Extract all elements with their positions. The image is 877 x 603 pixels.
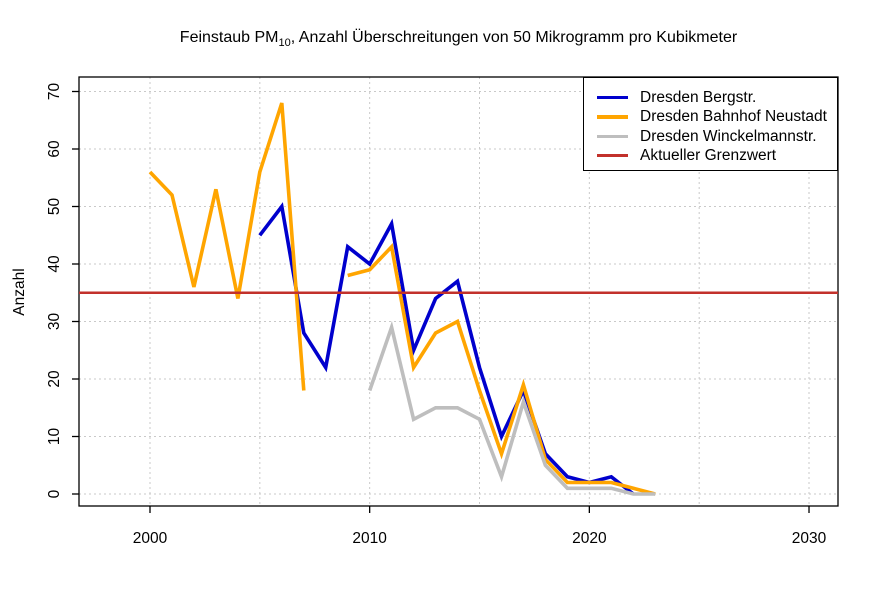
legend-label: Dresden Winckelmannstr. — [640, 127, 817, 145]
legend-label: Aktueller Grenzwert — [640, 146, 777, 164]
x-tick-label: 2030 — [792, 530, 827, 547]
series-line-dresden-bahnhof-neustadt — [347, 242, 656, 496]
legend-swatch-dresden-winckelmannstr — [597, 134, 628, 139]
series-line-dresden-bergstr — [258, 202, 635, 496]
y-tick-label: 60 — [46, 140, 63, 158]
title-suffix: , Anzahl Überschreitungen von 50 Mikrogr… — [290, 29, 738, 46]
legend-swatch-aktueller-grenzwert — [597, 154, 628, 157]
y-tick-label: 0 — [46, 489, 63, 498]
y-tick-label: 30 — [46, 313, 63, 331]
legend-item-dresden-winckelmannstr: Dresden Winckelmannstr. — [597, 126, 817, 146]
chart-title: Feinstaub PM10, Anzahl Überschreitungen … — [79, 29, 838, 49]
y-tick-label: 70 — [46, 83, 63, 101]
x-tick-label: 2000 — [133, 530, 168, 547]
legend-swatch-dresden-bergstr — [597, 95, 628, 100]
x-tick-label: 2010 — [352, 530, 387, 547]
legend-label: Dresden Bergstr. — [640, 88, 757, 106]
legend: Dresden Bergstr. Dresden Bahnhof Neustadt… — [583, 77, 838, 171]
title-subscript: 10 — [278, 37, 291, 49]
y-axis-label: Anzahl — [11, 268, 28, 315]
legend-label: Dresden Bahnhof Neustadt — [640, 108, 827, 126]
y-tick-label: 50 — [46, 198, 63, 216]
series-line-dresden-winckelmannstr — [367, 320, 656, 496]
series-line-dresden-bahnhof-neustadt — [148, 102, 306, 391]
legend-item-dresden-bergstr: Dresden Bergstr. — [597, 88, 756, 108]
y-tick-label: 20 — [46, 370, 63, 388]
legend-item-aktueller-grenzwert: Aktueller Grenzwert — [597, 146, 776, 166]
y-tick-label: 40 — [46, 255, 63, 273]
title-prefix: Feinstaub PM — [179, 29, 279, 46]
y-tick-label: 10 — [46, 428, 63, 446]
legend-item-dresden-bahnhof-neustadt: Dresden Bahnhof Neustadt — [597, 107, 827, 127]
x-tick-label: 2020 — [572, 530, 607, 547]
legend-swatch-dresden-bahnhof-neustadt — [597, 115, 628, 119]
